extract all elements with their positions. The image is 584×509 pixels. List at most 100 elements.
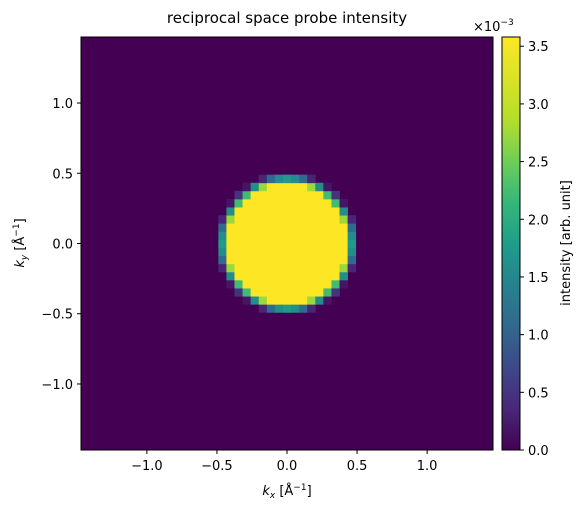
heatmap-cell: [282, 174, 292, 184]
heatmap-cell: [291, 304, 300, 313]
heatmap-cell: [242, 288, 252, 297]
heatmap-cell: [258, 190, 268, 200]
heatmap-cell: [299, 239, 308, 248]
heatmap-cell: [282, 271, 292, 281]
heatmap-cell: [258, 247, 268, 257]
heatmap-cell: [258, 198, 268, 208]
heatmap-cell: [242, 182, 252, 192]
heatmap-cell: [307, 182, 316, 192]
colorbar-label: intensity [arb. unit]: [559, 180, 574, 306]
heatmap-cell: [282, 255, 292, 265]
heatmap-cell: [339, 271, 348, 281]
heatmap-cell: [226, 207, 235, 216]
heatmap-cell: [339, 247, 348, 257]
heatmap-cell: [258, 279, 268, 289]
heatmap-cell: [274, 198, 284, 208]
heatmap-cell: [323, 231, 332, 240]
heatmap-cell: [274, 279, 284, 289]
heatmap-cell: [274, 231, 284, 240]
heatmap-cell: [258, 288, 268, 297]
heatmap-cell: [274, 296, 284, 305]
heatmap-cell: [291, 263, 300, 273]
colorbar-offset-text: ×10−3: [473, 18, 514, 35]
heatmap-cell: [307, 215, 316, 224]
heatmap-cell: [226, 271, 235, 281]
heatmap-cell: [282, 182, 292, 192]
heatmap-cell: [299, 231, 308, 240]
y-axis-ticks: −1.0 −0.5 0.0 0.5 1.0: [41, 97, 81, 393]
heatmap-cell: [315, 255, 324, 265]
heatmap-cell: [291, 271, 300, 281]
heatmap-cell: [274, 190, 284, 200]
heatmap-cell: [266, 190, 276, 200]
heatmap-cell: [299, 271, 308, 281]
heatmap-cell: [250, 231, 260, 240]
heatmap-cell: [218, 215, 227, 224]
heatmap-cell: [234, 255, 243, 265]
heatmap-cell: [266, 271, 276, 281]
heatmap-cell: [234, 215, 243, 224]
y-axis-label: ky [Å−1]: [12, 218, 30, 267]
heatmap-cell: [258, 239, 268, 248]
heatmap-cell: [347, 247, 357, 257]
x-tick-label: 0.5: [347, 459, 368, 474]
heatmap-cell: [307, 255, 316, 265]
heatmap-cell: [282, 190, 292, 200]
heatmap-cell: [282, 207, 292, 216]
heatmap-cell: [315, 239, 324, 248]
colorbar-tick-label: 1.0: [528, 329, 549, 344]
heatmap-cell: [274, 182, 284, 192]
heatmap-cell: [339, 207, 348, 216]
heatmap-cell: [331, 288, 340, 297]
heatmap-cell: [307, 190, 316, 200]
y-tick-label: 1.0: [52, 97, 73, 112]
heatmap-cell: [291, 190, 300, 200]
x-axis-ticks: −1.0 −0.5 0.0 0.5 1.0: [131, 450, 437, 474]
heatmap-cell: [274, 223, 284, 232]
heatmap-cell: [307, 207, 316, 216]
heatmap-cell: [274, 174, 284, 184]
heatmap-cell: [299, 304, 308, 313]
heatmap-cell: [307, 174, 316, 184]
heatmap-cell: [234, 271, 243, 281]
heatmap-cell: [339, 263, 348, 273]
heatmap-cell: [323, 247, 332, 257]
heatmap-cell: [323, 239, 332, 248]
heatmap-cell: [347, 231, 357, 240]
heatmap-cell: [323, 271, 332, 281]
heatmap-cell: [299, 174, 308, 184]
heatmap-cell: [299, 182, 308, 192]
heatmap-cell: [258, 207, 268, 216]
heatmap-cell: [242, 263, 252, 273]
heatmap-cell: [274, 288, 284, 297]
heatmap-cell: [250, 198, 260, 208]
heatmap-cell: [282, 279, 292, 289]
heatmap-cell: [226, 231, 235, 240]
heatmap-cell: [282, 247, 292, 257]
heatmap-cell: [234, 190, 243, 200]
heatmap-cell: [291, 215, 300, 224]
heatmap-cell: [315, 231, 324, 240]
heatmap-cell: [226, 239, 235, 248]
heatmap-cell: [242, 223, 252, 232]
heatmap-cell: [234, 247, 243, 257]
heatmap-cell: [250, 263, 260, 273]
colorbar: [501, 36, 521, 451]
heatmap-cell: [266, 304, 276, 313]
x-axis-label: kx [Å−1]: [262, 483, 311, 501]
heatmap-cell: [315, 207, 324, 216]
heatmap-cell: [274, 263, 284, 273]
heatmap-cell: [347, 239, 357, 248]
heatmap-cell: [307, 223, 316, 232]
heatmap-cell: [331, 239, 340, 248]
heatmap-cell: [282, 215, 292, 224]
colorbar-tick-label: 3.5: [528, 40, 549, 55]
colorbar-tick-label: 1.5: [528, 271, 549, 286]
heatmap-cell: [291, 247, 300, 257]
heatmap-cell: [226, 198, 235, 208]
heatmap-cell: [218, 247, 227, 257]
heatmap-cell: [299, 198, 308, 208]
heatmap-cell: [242, 231, 252, 240]
heatmap-cell: [218, 239, 227, 248]
